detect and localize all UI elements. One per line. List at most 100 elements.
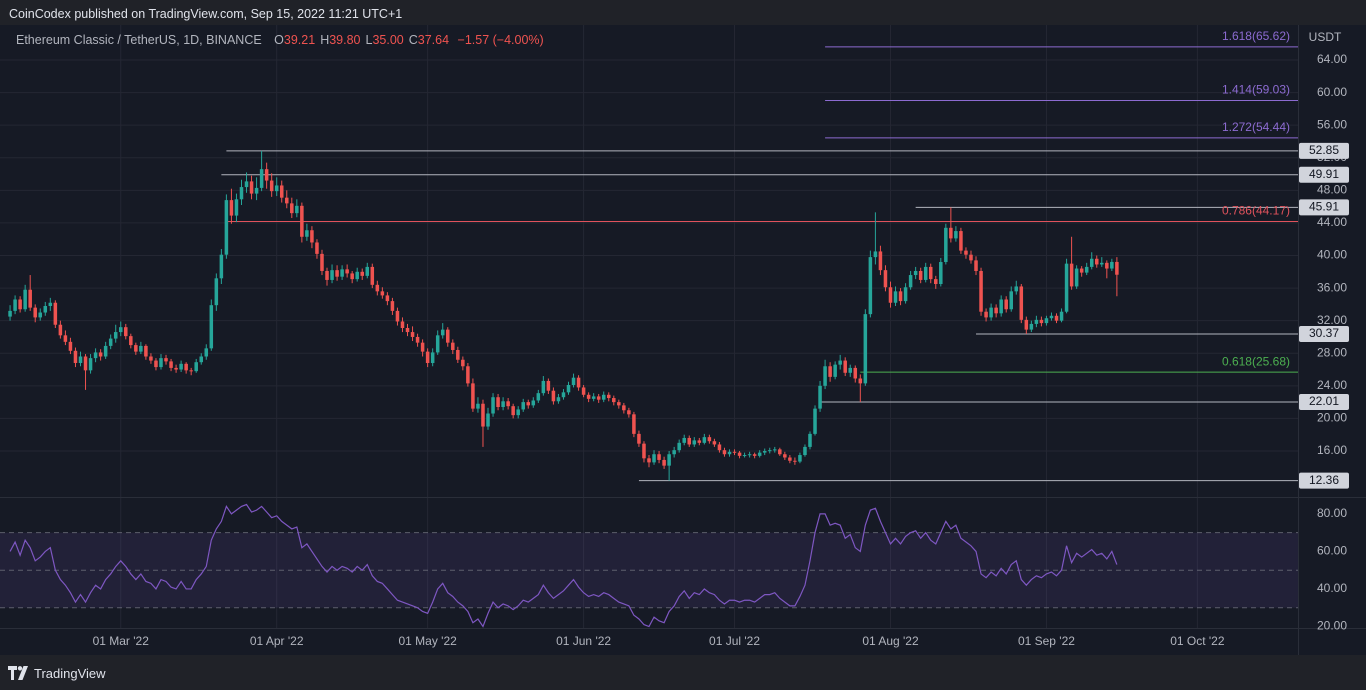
- legend-value: 39.80: [329, 33, 361, 47]
- price-tag-box: [1299, 142, 1349, 159]
- candle-body: [78, 356, 83, 364]
- candle-body: [984, 311, 988, 318]
- candle-body: [622, 405, 626, 411]
- candle-body: [43, 306, 48, 313]
- price-change: −1.57 (−4.00%): [457, 33, 544, 47]
- fib-label: 0.618(25.68): [1222, 354, 1290, 368]
- candle-body: [420, 342, 425, 352]
- legend-key: H: [320, 33, 330, 47]
- rsi-tick-label: 60.00: [1317, 544, 1347, 558]
- candle-body: [38, 312, 43, 318]
- candle-body: [365, 266, 370, 276]
- candle-body: [778, 449, 782, 455]
- x-tick-label: 01 Jun '22: [556, 634, 611, 648]
- candle-body: [672, 450, 676, 455]
- candle-body: [601, 394, 606, 400]
- candle-body: [129, 336, 133, 346]
- candle-body: [561, 392, 566, 398]
- candle-body: [229, 200, 234, 216]
- candle-body: [350, 273, 354, 280]
- candle-body: [798, 455, 802, 462]
- candle-body: [274, 185, 279, 192]
- candle-body: [330, 270, 334, 280]
- candle-body: [818, 385, 822, 409]
- candle-body: [315, 242, 319, 254]
- candle-body: [969, 254, 973, 261]
- candle-body: [617, 402, 621, 406]
- candle-body: [551, 390, 556, 402]
- y-tick-label: 56.00: [1317, 117, 1347, 131]
- candle-body: [360, 271, 364, 276]
- fib-label: 1.618(65.62): [1222, 29, 1290, 43]
- candle-body: [576, 377, 581, 388]
- candle-body: [385, 295, 390, 302]
- candle-body: [928, 266, 933, 280]
- rsi-tick-label: 80.00: [1317, 506, 1347, 520]
- publish-header: CoinCodex published on TradingView.com, …: [9, 7, 403, 21]
- candle-body: [1004, 299, 1008, 310]
- candle-body: [370, 266, 375, 285]
- candle-body: [219, 254, 224, 279]
- candle-body: [124, 327, 128, 337]
- currency-label: USDT: [1309, 30, 1342, 44]
- y-tick-label: 40.00: [1317, 248, 1347, 262]
- candle-body: [435, 335, 440, 353]
- candle-body: [466, 366, 470, 384]
- candle-body: [189, 370, 193, 372]
- candle-body: [1014, 286, 1019, 292]
- candle-body: [813, 408, 817, 434]
- candle-body: [415, 336, 420, 343]
- footer: TradingView: [8, 662, 106, 684]
- candle-body: [959, 231, 963, 251]
- candle-body: [596, 396, 601, 400]
- ohlc-legend: O39.21 H39.80 L35.00 C37.64: [265, 33, 449, 47]
- candle-body: [964, 250, 968, 255]
- candle-body: [1115, 261, 1119, 275]
- rsi-line: [9, 503, 1118, 628]
- price-tag-box: [1299, 325, 1349, 342]
- candle-body: [994, 307, 998, 314]
- candle-body: [491, 397, 495, 414]
- candle-body: [134, 345, 138, 352]
- candle-body: [531, 400, 536, 406]
- candle-body: [974, 260, 978, 271]
- candle-body: [456, 349, 460, 360]
- candle-body: [214, 278, 219, 306]
- candle-body: [697, 440, 702, 443]
- candle-body: [159, 358, 163, 368]
- candle-body: [410, 332, 415, 337]
- candle-body: [918, 270, 923, 280]
- candle-body: [712, 441, 717, 445]
- candle-body: [707, 437, 712, 442]
- candle-body: [737, 452, 742, 456]
- legend-value: 35.00: [372, 33, 404, 47]
- price-tag-box: [1299, 166, 1349, 183]
- candle-body: [722, 450, 727, 455]
- candle-body: [103, 345, 108, 357]
- candle-body: [68, 341, 73, 351]
- candle-body: [98, 352, 103, 357]
- candle-body: [632, 414, 636, 434]
- candle-body: [93, 352, 98, 359]
- candle-body: [13, 299, 17, 311]
- candle-body: [1034, 319, 1039, 324]
- candle-body: [375, 284, 380, 292]
- candle-body: [239, 187, 244, 200]
- x-tick-label: 01 Aug '22: [862, 634, 919, 648]
- candle-body: [571, 377, 576, 386]
- candle-body: [727, 451, 732, 455]
- candle-body: [320, 253, 324, 271]
- candle-body: [752, 454, 757, 456]
- candle-body: [194, 362, 198, 372]
- candle-body: [113, 332, 118, 339]
- candle-body: [451, 342, 455, 350]
- candle-body: [999, 299, 1003, 314]
- candle-body: [23, 289, 27, 310]
- price-tag-box: [1299, 199, 1349, 216]
- candle-body: [425, 351, 430, 364]
- candle-body: [883, 270, 888, 288]
- candle-body: [28, 289, 32, 308]
- candle-body: [355, 271, 359, 280]
- candle-body: [888, 287, 893, 303]
